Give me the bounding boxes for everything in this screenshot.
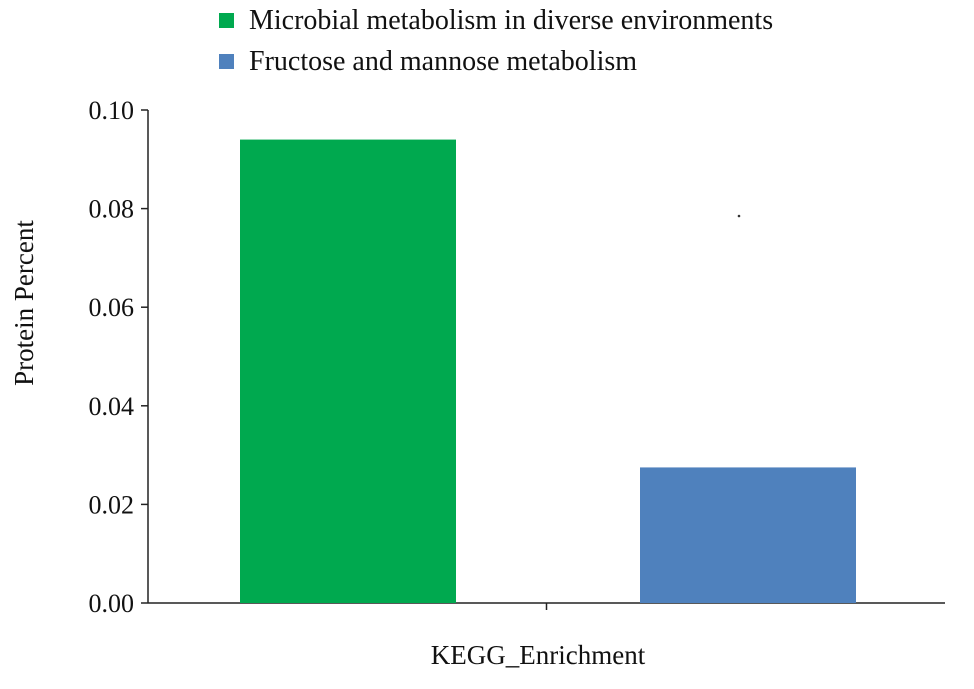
legend-label: Fructose and mannose metabolism (249, 46, 637, 77)
y-tick-label: 0.00 (89, 589, 135, 618)
legend: Microbial metabolism in diverse environm… (219, 5, 773, 77)
legend-label: Microbial metabolism in diverse environm… (249, 5, 773, 36)
x-axis (148, 602, 945, 610)
bars (240, 139, 856, 603)
stray-dot (737, 214, 741, 218)
y-axis-title: Protein Percent (9, 220, 39, 386)
legend-swatch (219, 54, 234, 69)
legend-swatch (219, 13, 234, 28)
y-tick-label: 0.08 (89, 195, 135, 224)
y-axis: 0.00 0.02 0.04 0.06 0.08 0.10 (89, 96, 149, 618)
y-tick-label: 0.06 (89, 293, 135, 322)
y-tick-label: 0.02 (89, 490, 135, 519)
y-tick-label: 0.04 (89, 392, 135, 421)
bar-2 (640, 467, 856, 603)
y-tick-label: 0.10 (89, 96, 135, 125)
x-axis-title: KEGG_Enrichment (431, 640, 646, 670)
bar-1 (240, 139, 456, 603)
